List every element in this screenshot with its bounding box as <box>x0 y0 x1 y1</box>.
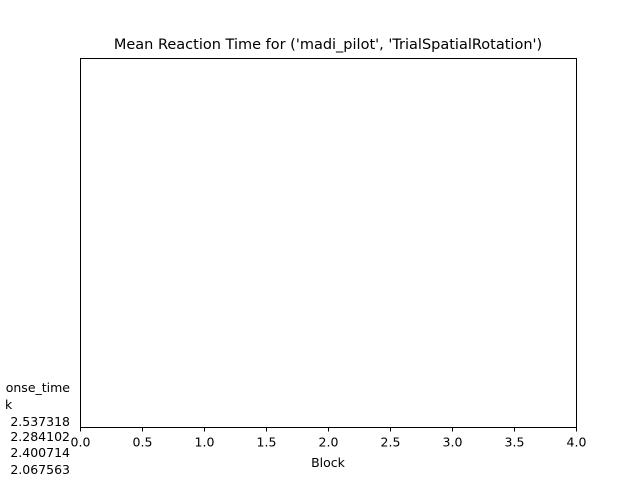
x-tick-label: 1.0 <box>195 435 215 450</box>
y-axis-label-line: k <box>5 397 13 412</box>
y-axis-label-line: 2.537318 <box>10 414 70 429</box>
x-axis-label: Block <box>311 455 346 470</box>
x-tick-label: 3.5 <box>505 435 525 450</box>
x-tick-label: 0.0 <box>71 435 91 450</box>
y-axis-label-line: 2.067563 <box>10 462 70 477</box>
x-tick-label: 0.5 <box>133 435 153 450</box>
plot-area <box>80 58 577 428</box>
x-axis-ticks: 0.0 0.5 1.0 1.5 2.0 2.5 3.0 3.5 4.0 <box>71 427 587 450</box>
x-tick-label: 3.0 <box>443 435 463 450</box>
y-axis-label-line: onse_time <box>6 380 71 395</box>
chart-title: Mean Reaction Time for ('madi_pilot', 'T… <box>114 37 542 53</box>
x-tick-label: 2.5 <box>381 435 401 450</box>
y-axis-label-line: 2.284102 <box>10 429 70 444</box>
x-tick-label: 1.5 <box>257 435 277 450</box>
x-tick-label: 2.0 <box>319 435 339 450</box>
x-tick-label: 4.0 <box>567 435 587 450</box>
y-axis-label-line: 2.400714 <box>10 445 70 460</box>
